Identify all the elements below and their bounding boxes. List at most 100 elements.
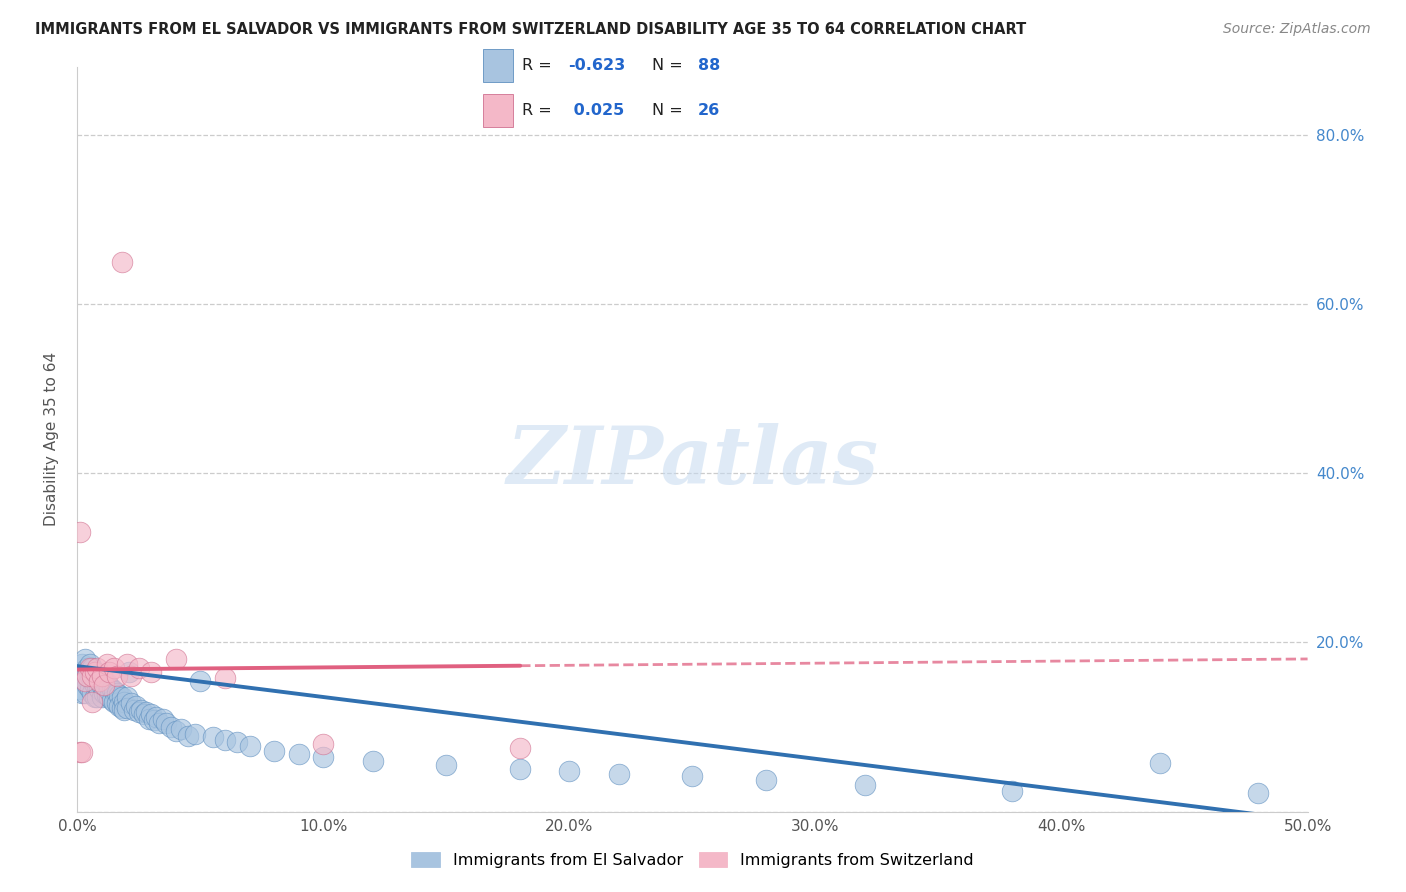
Y-axis label: Disability Age 35 to 64: Disability Age 35 to 64 [44,352,59,526]
Point [115,701,138,715]
Point [436,758,458,772]
Point [89,673,111,688]
Point [312,749,335,764]
Point [69,746,91,760]
Point [86,669,108,683]
Point [131,703,153,717]
Point [98,680,121,694]
Point [79,669,101,683]
Point [70,746,93,760]
Point [98,665,121,679]
Point [312,737,335,751]
Point [79,661,101,675]
Point [145,710,167,724]
Point [69,525,91,540]
Point [76,669,98,683]
Point [82,669,104,683]
Point [83,665,105,679]
Point [141,665,163,679]
Point [103,683,125,698]
Text: 26: 26 [697,103,720,118]
Point [121,697,143,711]
Text: IMMIGRANTS FROM EL SALVADOR VS IMMIGRANTS FROM SWITZERLAND DISABILITY AGE 35 TO : IMMIGRANTS FROM EL SALVADOR VS IMMIGRANT… [35,22,1026,37]
Point [73,665,96,679]
Point [214,671,236,685]
Point [86,680,108,694]
Point [111,254,132,268]
Point [115,690,138,705]
Point [108,698,131,713]
Point [82,695,104,709]
Point [93,678,115,692]
Point [128,705,150,719]
Point [135,705,157,719]
Point [239,739,262,753]
Point [121,669,143,683]
Point [82,673,104,688]
Point [70,657,93,671]
Point [190,673,212,688]
Point [86,690,108,705]
Point [90,690,114,705]
Bar [484,49,513,82]
Point [148,715,170,730]
Point [1001,783,1024,797]
Point [93,673,115,688]
Point [101,681,124,696]
Point [170,722,193,736]
Point [105,669,128,683]
Point [83,678,105,692]
Point [103,695,125,709]
Point [90,669,114,683]
Point [108,688,131,702]
Text: Source: ZipAtlas.com: Source: ZipAtlas.com [1223,22,1371,37]
Point [90,680,114,694]
Point [98,690,121,705]
Point [607,766,630,780]
Point [73,686,96,700]
Point [165,652,187,666]
Point [70,686,93,700]
Point [160,720,183,734]
Point [96,657,118,671]
Point [89,671,111,685]
Point [83,690,105,705]
Point [165,724,187,739]
Point [69,681,91,696]
Point [111,701,132,715]
Point [214,732,236,747]
Point [138,712,160,726]
Point [122,703,145,717]
Point [73,673,96,688]
Point [82,686,104,700]
Text: R =: R = [523,103,557,118]
Point [111,690,132,705]
Point [184,727,207,741]
Point [558,764,581,778]
Point [118,665,141,679]
Point [152,712,174,726]
Point [105,697,128,711]
Point [70,669,93,683]
Point [361,754,384,768]
Point [755,772,778,787]
Point [132,707,155,722]
Text: ZIPatlas: ZIPatlas [506,423,879,500]
Point [79,681,101,696]
Point [96,676,118,690]
Legend: Immigrants from El Salvador, Immigrants from Switzerland: Immigrants from El Salvador, Immigrants … [405,846,980,874]
Point [115,657,138,671]
Point [112,695,135,709]
Point [141,707,163,722]
Point [128,661,150,675]
Text: N =: N = [652,58,689,73]
Text: R =: R = [523,58,557,73]
Point [142,714,165,728]
Point [86,661,108,675]
Point [155,715,177,730]
Point [177,729,200,743]
Point [509,763,531,777]
Point [263,744,285,758]
Point [76,678,98,692]
Point [226,735,249,749]
